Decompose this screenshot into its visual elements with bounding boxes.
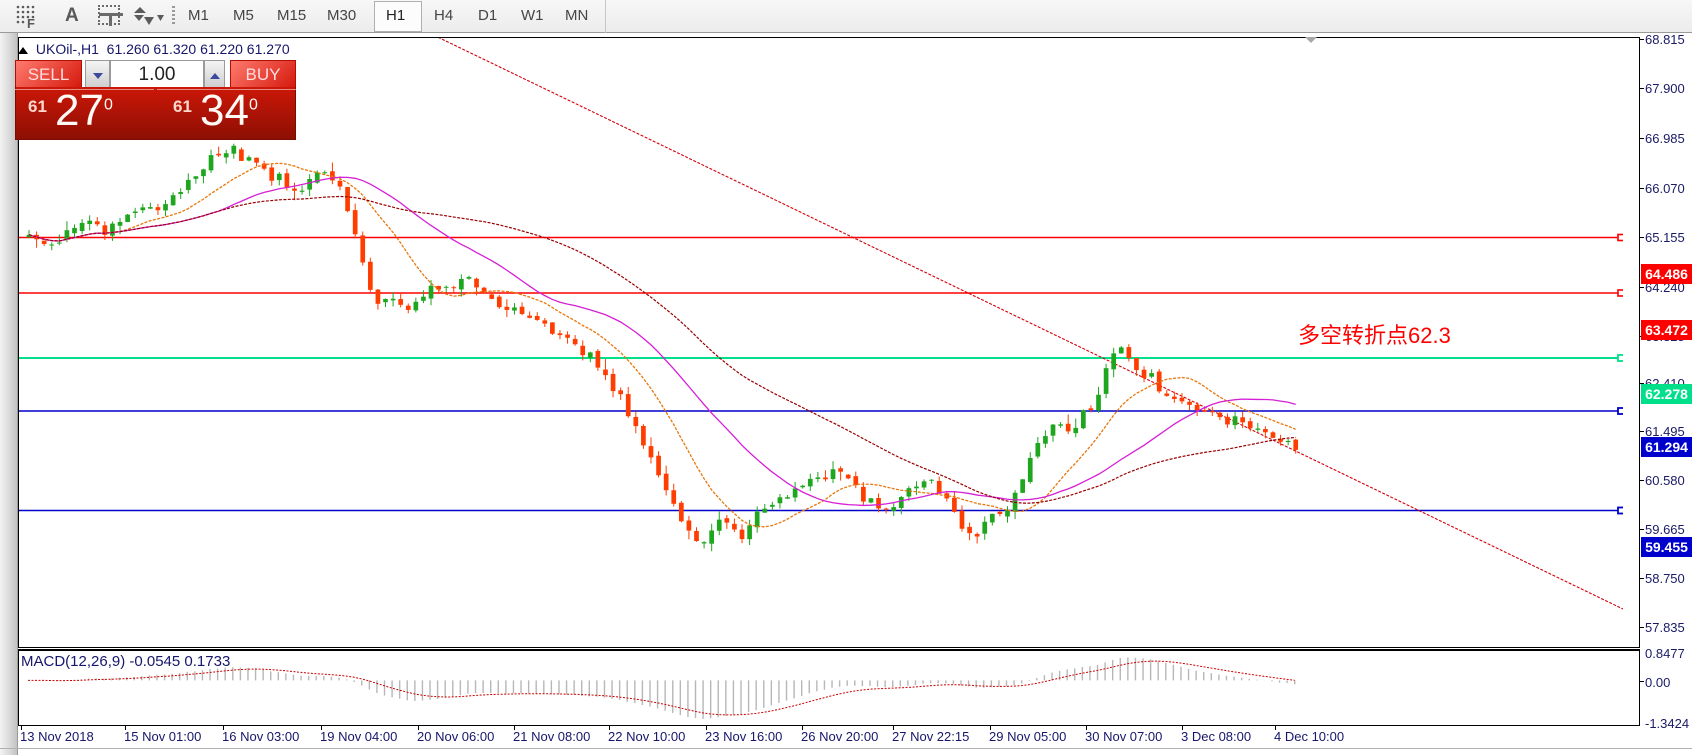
svg-text:F: F: [27, 16, 35, 30]
